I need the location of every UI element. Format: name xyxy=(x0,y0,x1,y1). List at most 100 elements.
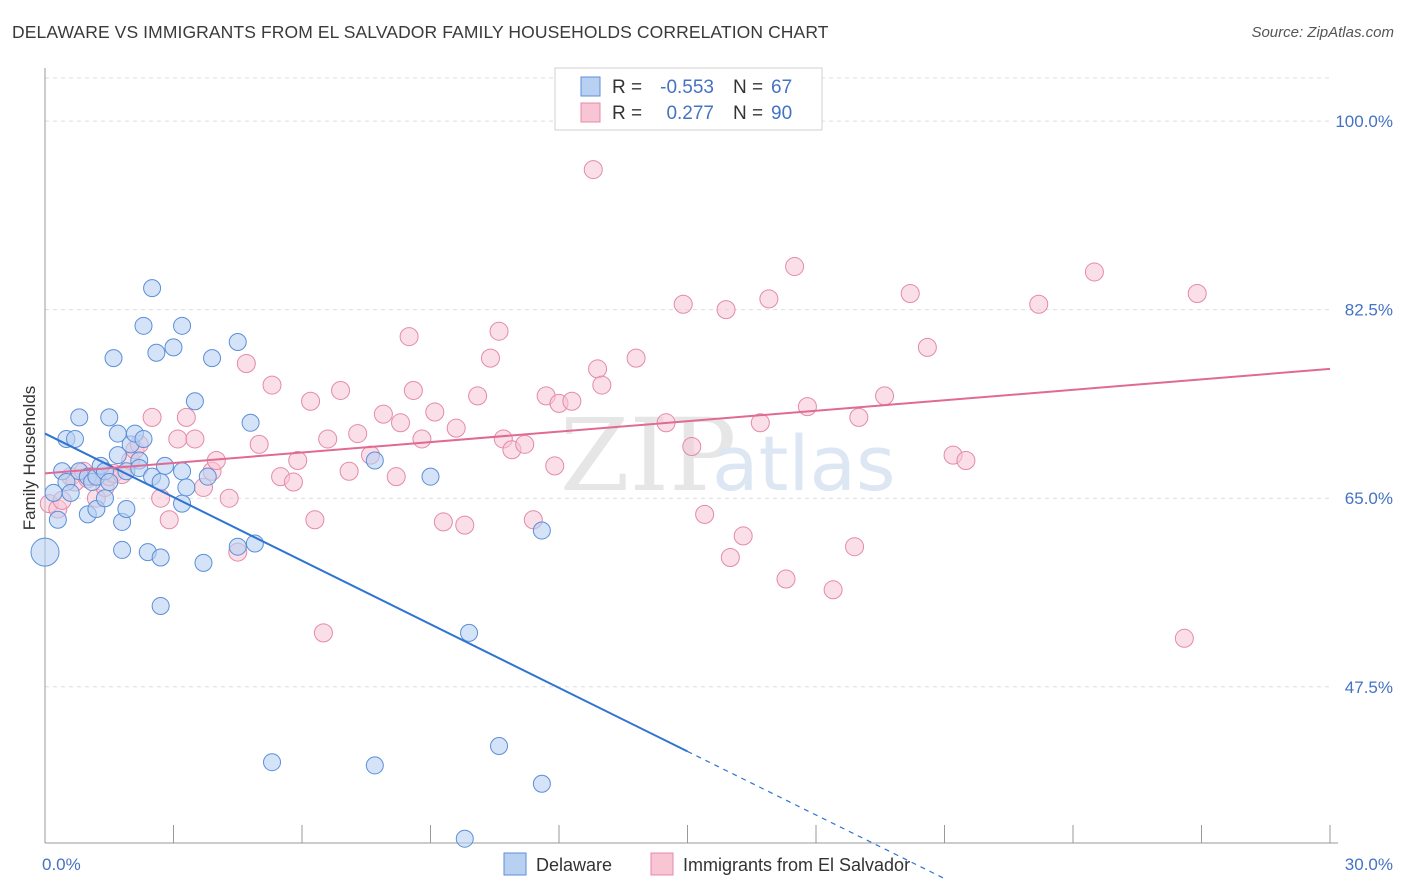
delaware-point-2 xyxy=(48,510,67,529)
legend-r-label-el-salvador: R = xyxy=(612,103,642,124)
delaware-point-56 xyxy=(365,756,384,775)
el-salvador-point-64 xyxy=(626,348,646,368)
legend-n-value-el-salvador: 90 xyxy=(771,103,792,124)
series-delaware-points xyxy=(30,279,551,848)
source-credit: Source: ZipAtlas.com xyxy=(1251,24,1394,41)
el-salvador-point-51 xyxy=(468,386,488,406)
el-salvador-point-88 xyxy=(1187,283,1207,303)
delaware-point-45 xyxy=(177,478,196,497)
delaware-point-61 xyxy=(532,774,551,793)
el-salvador-trend-line xyxy=(44,367,1331,475)
watermark-atlas: atlas xyxy=(712,419,896,508)
legend-swatch-el-salvador xyxy=(580,102,601,123)
el-salvador-point-52 xyxy=(480,348,500,368)
delaware-point-31 xyxy=(134,316,153,335)
axes xyxy=(44,68,1338,844)
delaware-point-42 xyxy=(173,462,192,481)
delaware-point-0 xyxy=(30,537,60,567)
delaware-point-19 xyxy=(100,473,119,492)
el-salvador-point-21 xyxy=(185,429,205,449)
delaware-point-48 xyxy=(198,467,217,486)
el-salvador-point-71 xyxy=(733,526,753,546)
bottom-legend-label-el-salvador: Immigrants from El Salvador xyxy=(683,855,910,875)
el-salvador-point-56 xyxy=(515,434,535,454)
y-tick-label-3: 100.0% xyxy=(1335,112,1393,131)
el-salvador-point-78 xyxy=(845,537,865,557)
legend-n-value-delaware: 67 xyxy=(771,77,792,98)
el-salvador-point-67 xyxy=(682,436,702,456)
delaware-point-46 xyxy=(185,392,204,411)
el-salvador-point-46 xyxy=(412,429,432,449)
delaware-point-59 xyxy=(460,623,479,642)
delaware-point-54 xyxy=(263,753,282,772)
delaware-point-22 xyxy=(108,446,127,465)
el-salvador-point-18 xyxy=(159,510,179,530)
chart-title: DELAWARE VS IMMIGRANTS FROM EL SALVADOR … xyxy=(12,22,829,42)
el-salvador-point-50 xyxy=(455,515,475,535)
series-el-salvador-points xyxy=(39,160,1207,648)
el-salvador-point-33 xyxy=(301,391,321,411)
legend-r-label-delaware: R = xyxy=(612,77,642,98)
legend-r-value-delaware: -0.553 xyxy=(660,77,714,98)
delaware-point-58 xyxy=(455,829,474,848)
el-salvador-point-35 xyxy=(313,623,333,643)
correlation-legend: R = -0.553 N = 67 R = 0.277 N = 90 xyxy=(554,67,823,131)
el-salvador-point-69 xyxy=(716,300,736,320)
el-salvador-point-84 xyxy=(956,451,976,470)
delaware-trend-extension xyxy=(687,750,945,880)
el-salvador-point-49 xyxy=(446,418,466,438)
el-salvador-point-61 xyxy=(562,391,582,411)
y-axis-label: Family Households xyxy=(20,386,39,531)
bottom-legend-label-delaware: Delaware xyxy=(536,855,612,875)
delaware-point-41 xyxy=(164,338,183,357)
watermark-zip: ZIP xyxy=(560,397,736,514)
delaware-point-39 xyxy=(151,548,170,567)
el-salvador-point-45 xyxy=(403,380,423,400)
x-tick-label-max: 30.0% xyxy=(1345,855,1393,874)
delaware-point-26 xyxy=(117,499,136,518)
el-salvador-point-32 xyxy=(288,451,308,470)
delaware-point-47 xyxy=(194,553,213,572)
el-salvador-point-89 xyxy=(583,160,603,180)
el-salvador-point-85 xyxy=(1029,294,1049,314)
delaware-point-9 xyxy=(70,408,89,427)
delaware-point-34 xyxy=(143,279,162,298)
delaware-point-55 xyxy=(365,451,384,470)
el-salvador-point-59 xyxy=(545,456,565,476)
el-salvador-point-53 xyxy=(489,321,509,341)
delaware-point-24 xyxy=(113,540,132,559)
el-salvador-point-27 xyxy=(236,354,256,374)
delaware-point-18 xyxy=(100,408,119,427)
el-salvador-point-74 xyxy=(776,569,796,589)
el-salvador-point-79 xyxy=(849,407,869,427)
series-legend: Delaware Immigrants from El Salvador xyxy=(503,852,910,876)
el-salvador-point-31 xyxy=(283,472,303,492)
x-tick-label-min: 0.0% xyxy=(42,855,81,874)
delaware-point-38 xyxy=(151,596,170,615)
el-salvador-point-86 xyxy=(1084,262,1104,282)
el-salvador-point-63 xyxy=(592,375,612,395)
el-salvador-point-48 xyxy=(433,512,453,532)
delaware-point-51 xyxy=(228,332,247,351)
el-salvador-point-73 xyxy=(759,289,779,309)
delaware-point-40 xyxy=(155,456,174,475)
delaware-point-62 xyxy=(532,521,551,540)
el-salvador-point-81 xyxy=(900,283,920,303)
delaware-point-36 xyxy=(147,343,166,362)
el-salvador-point-36 xyxy=(318,429,338,449)
el-salvador-point-82 xyxy=(917,337,937,357)
el-salvador-point-39 xyxy=(348,424,368,444)
delaware-point-57 xyxy=(421,467,440,486)
delaware-point-50 xyxy=(228,537,247,556)
x-tick-labels: 0.0% 30.0% xyxy=(42,855,1393,874)
trend-lines xyxy=(44,367,1331,880)
bottom-legend-swatch-delaware xyxy=(503,852,527,876)
el-salvador-point-28 xyxy=(249,434,269,454)
delaware-point-16 xyxy=(95,489,114,508)
el-salvador-point-25 xyxy=(219,488,239,508)
el-salvador-point-44 xyxy=(399,327,419,347)
delaware-point-49 xyxy=(203,349,222,368)
delaware-trend-line xyxy=(44,432,688,753)
el-salvador-point-47 xyxy=(425,402,445,422)
